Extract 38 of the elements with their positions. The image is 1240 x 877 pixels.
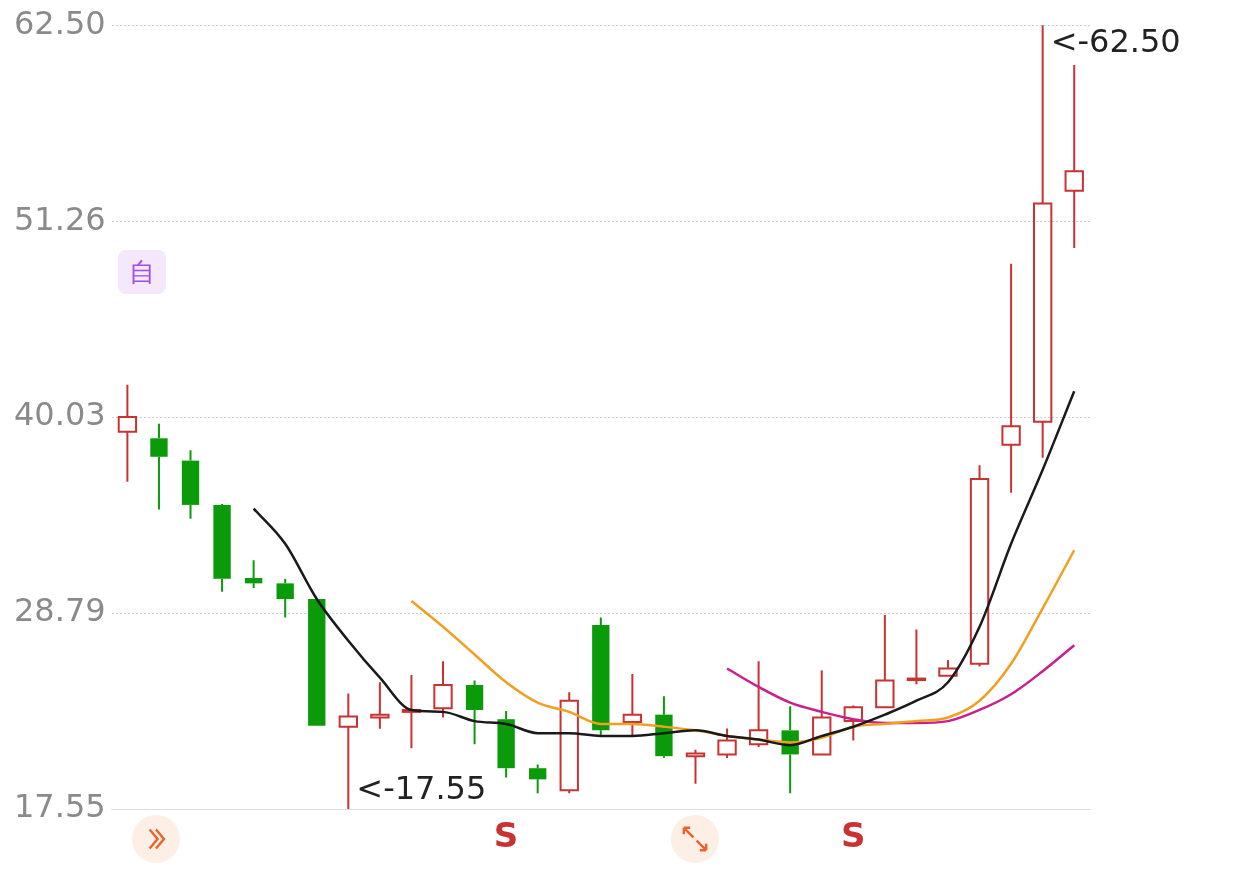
candlestick [497,710,515,779]
y-tick-label: 62.50 [14,3,106,42]
candlestick [685,748,706,785]
y-tick-label: 51.26 [14,199,106,238]
candlestick [559,691,579,795]
annotation: <-17.55 [356,769,487,808]
candlestick [529,763,547,795]
candlestick [244,559,263,590]
candlestick [748,660,769,748]
candlestick [622,673,643,736]
text: S [841,815,866,855]
candlestick [906,628,927,686]
candlestick [1064,63,1084,250]
line-series [725,644,1076,725]
line-series [252,389,1076,747]
annotation: <-62.50 [1050,21,1181,60]
y-tick-label: 28.79 [14,591,106,630]
y-tick-label: 40.03 [14,395,106,434]
candlestick [843,704,863,742]
candlestick [276,577,294,619]
candlestick [465,679,484,746]
candlestick [433,660,453,719]
candlestick [338,692,358,810]
candlestick [875,613,895,709]
candlestick [812,669,832,756]
y-tick-label: 17.55 [14,787,106,826]
candlestick [370,681,390,730]
candlestick [150,422,168,511]
candlestick [213,504,231,593]
candlestick [1001,262,1021,494]
candlestick [969,464,990,668]
annotation: 自 [117,250,166,294]
candlestick [181,449,200,520]
text: S [493,815,519,855]
candlestick [117,383,138,483]
candlestick [592,616,610,736]
candlestick [401,673,422,750]
candlestick [1032,24,1053,459]
